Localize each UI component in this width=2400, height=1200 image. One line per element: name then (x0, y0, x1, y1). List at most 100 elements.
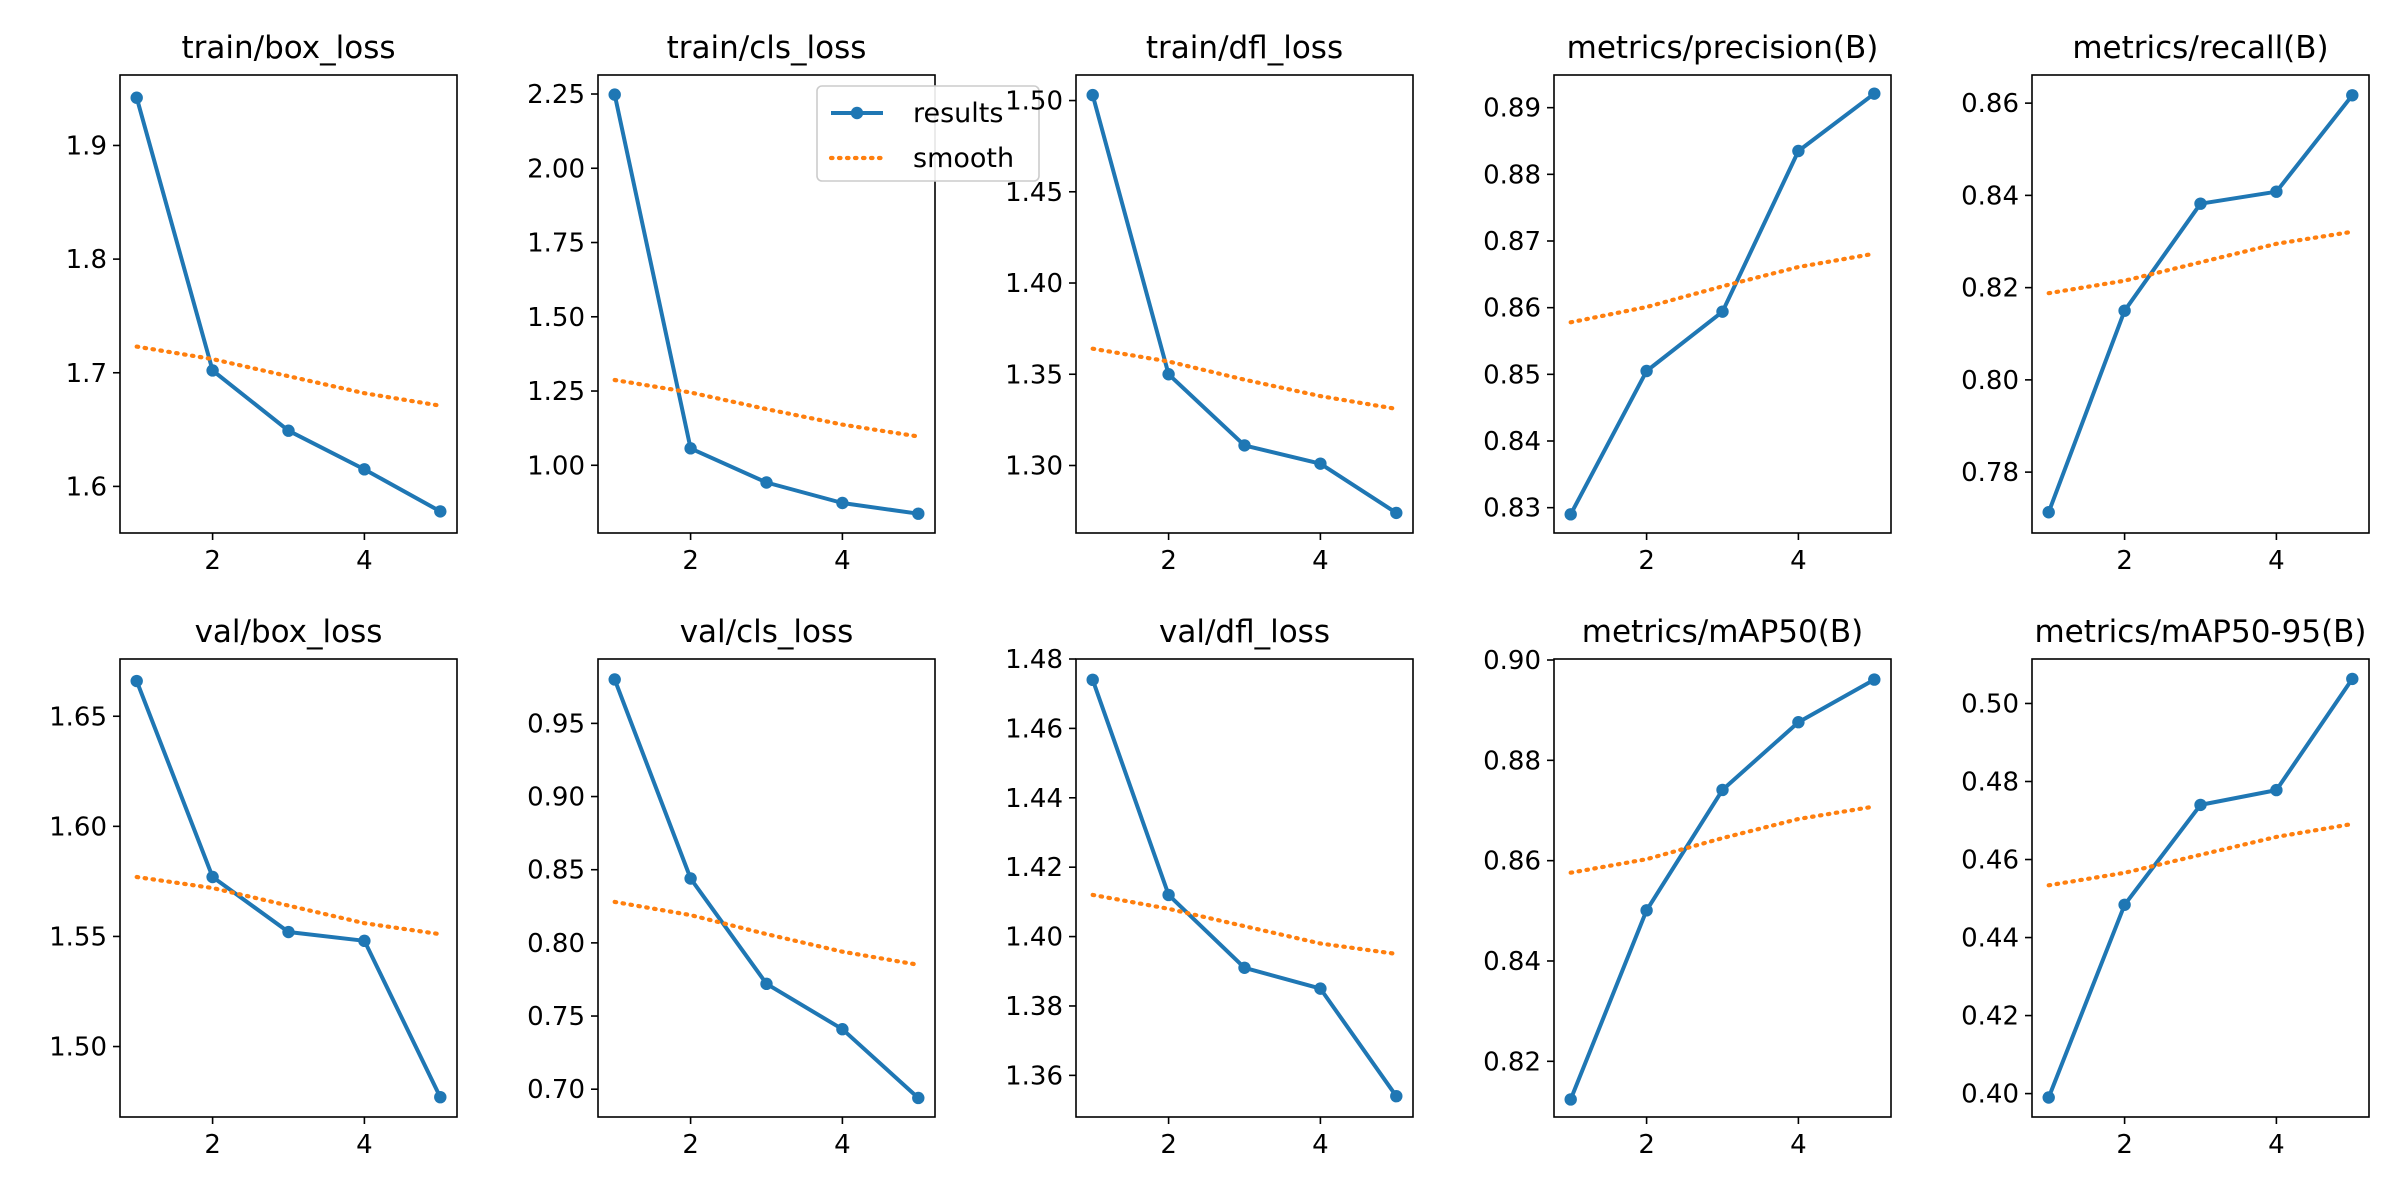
legend-label: smooth (913, 143, 1014, 174)
chart-panel: metrics/recall(B) 0.78 0.80 0.82 0.84 0.86 2 4 (1961, 30, 2370, 576)
chart-panel: val/dfl_loss 1.36 1.38 1.40 1.42 1.44 1.46 1.48… (1005, 614, 1414, 1160)
axes-frame (2031, 658, 2370, 1118)
results-data-point (912, 1091, 925, 1105)
axes-frame (119, 74, 458, 534)
y-tick-label: 0.50 (1961, 689, 2019, 719)
smooth-series-line (2046, 821, 2355, 888)
y-tick-label: 0.88 (1483, 160, 1541, 190)
y-tick-label: 1.6 (66, 472, 107, 502)
y-tick-label: 0.86 (1961, 89, 2019, 119)
x-tick-label: 2 (1638, 546, 1655, 576)
results-data-point (2118, 304, 2131, 317)
y-tick-label: 0.46 (1961, 846, 2019, 876)
chart-title: train/dfl_loss (1146, 30, 1343, 66)
chart-title: metrics/recall(B) (2072, 30, 2328, 66)
axes-frame (2031, 74, 2370, 534)
y-tick-label: 2.25 (527, 80, 585, 110)
y-tick-label: 0.84 (1483, 427, 1541, 457)
y-tick-label: 1.40 (1005, 923, 1063, 953)
x-tick-label: 4 (2268, 1130, 2285, 1160)
x-tick-label: 4 (1312, 546, 1329, 576)
smooth-series-line (1568, 804, 1877, 875)
results-data-point (608, 673, 621, 686)
results-data-point (2270, 185, 2283, 198)
y-tick-label: 0.85 (1483, 360, 1541, 390)
results-data-point (1314, 982, 1327, 995)
axes-frame (1075, 74, 1414, 534)
y-tick-label: 1.38 (1005, 992, 1063, 1022)
results-data-point (2042, 506, 2055, 519)
chart-panel: val/cls_loss 0.70 0.75 0.80 0.85 0.90 0.95 2 4 (527, 614, 936, 1160)
x-tick-label: 4 (1790, 546, 1807, 576)
y-tick-label: 0.44 (1961, 924, 2019, 954)
results-data-point (2346, 89, 2359, 102)
chart-panel: train/box_loss 1.6 1.7 1.8 1.9 2 4 (66, 30, 458, 576)
y-tick-label: 1.30 (1005, 451, 1063, 481)
y-tick-label: 1.50 (49, 1033, 107, 1063)
y-tick-label: 1.42 (1005, 853, 1063, 883)
results-data-point (684, 872, 697, 885)
axes-frame (1553, 658, 1892, 1118)
results-data-point (1640, 904, 1653, 917)
x-tick-label: 4 (1312, 1130, 1329, 1160)
y-tick-label: 1.75 (527, 229, 585, 259)
y-tick-label: 1.65 (49, 702, 107, 732)
results-data-point (1162, 888, 1175, 902)
results-data-point (2194, 798, 2207, 812)
y-tick-label: 0.48 (1961, 767, 2019, 797)
x-tick-label: 2 (1638, 1130, 1655, 1160)
smooth-series-line (2046, 229, 2355, 296)
results-data-point (1086, 673, 1099, 687)
results-data-point (1792, 144, 1805, 158)
results-series-line (2046, 94, 2354, 513)
y-tick-label: 0.42 (1961, 1002, 2019, 1032)
y-tick-label: 1.48 (1005, 645, 1063, 675)
results-data-point (1390, 1089, 1403, 1103)
y-tick-label: 0.75 (527, 1002, 585, 1032)
y-tick-label: 0.83 (1483, 494, 1541, 524)
y-tick-label: 0.88 (1483, 746, 1541, 776)
x-tick-label: 2 (682, 1130, 699, 1160)
chart-title: metrics/mAP50(B) (1582, 614, 1863, 650)
results-data-point (1086, 88, 1099, 102)
chart-title: val/box_loss (195, 614, 383, 650)
chart-title: val/cls_loss (680, 614, 854, 650)
results-data-point (1640, 364, 1653, 378)
y-tick-label: 1.25 (527, 377, 585, 407)
chart-panel: metrics/mAP50(B) 0.82 0.84 0.86 0.88 0.90 2 4 (1483, 614, 1892, 1160)
chart-panel: metrics/precision(B) 0.83 0.84 0.85 0.86 0.87… (1483, 30, 1892, 576)
chart-title: metrics/mAP50-95(B) (2034, 614, 2366, 650)
results-data-point (434, 1090, 447, 1104)
x-tick-label: 2 (1160, 546, 1177, 576)
y-tick-label: 1.36 (1005, 1061, 1063, 1091)
results-data-point (1314, 457, 1327, 470)
y-tick-label: 1.50 (527, 303, 585, 333)
results-data-point (684, 442, 697, 455)
results-series-line (1568, 677, 1876, 1101)
results-data-point (1390, 506, 1403, 520)
y-tick-label: 0.86 (1483, 847, 1541, 877)
y-tick-label: 0.95 (527, 709, 585, 739)
x-tick-label: 2 (204, 546, 221, 576)
results-series-line (1090, 679, 1398, 1098)
results-series-line (134, 97, 442, 514)
chart-title: val/dfl_loss (1159, 614, 1330, 650)
results-data-point (912, 507, 925, 520)
x-tick-label: 4 (356, 1130, 373, 1160)
x-tick-label: 4 (2268, 546, 2285, 576)
results-data-point (434, 505, 447, 518)
y-tick-label: 1.45 (1005, 178, 1063, 208)
results-series-line (1568, 92, 1876, 516)
smooth-series-line (1090, 346, 1399, 411)
y-tick-label: 1.9 (66, 131, 107, 161)
y-tick-label: 0.82 (1961, 274, 2019, 304)
results-data-point (2118, 898, 2131, 911)
axes-frame (119, 658, 458, 1118)
smooth-series-line (612, 377, 921, 439)
x-tick-label: 2 (2116, 546, 2133, 576)
x-tick-label: 4 (356, 546, 373, 576)
chart-panel: train/dfl_loss 1.30 1.35 1.40 1.45 1.50 2 4 (1005, 30, 1414, 576)
x-tick-label: 2 (204, 1130, 221, 1160)
y-tick-label: 0.80 (1961, 366, 2019, 396)
